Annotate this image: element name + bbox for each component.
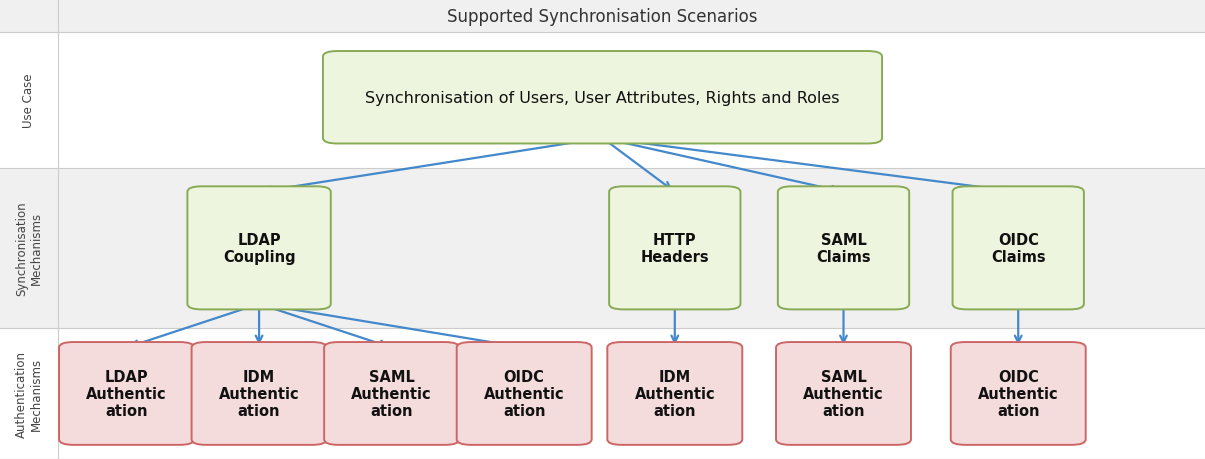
Text: SAML
Claims: SAML Claims xyxy=(816,232,871,264)
Text: OIDC
Authentic
ation: OIDC Authentic ation xyxy=(978,369,1058,419)
FancyBboxPatch shape xyxy=(0,0,1205,33)
FancyBboxPatch shape xyxy=(192,342,327,445)
Text: SAML
Authentic
ation: SAML Authentic ation xyxy=(352,369,431,419)
FancyBboxPatch shape xyxy=(187,187,330,310)
Text: IDM
Authentic
ation: IDM Authentic ation xyxy=(635,369,715,419)
FancyBboxPatch shape xyxy=(607,342,742,445)
FancyBboxPatch shape xyxy=(776,342,911,445)
Text: Synchronisation
Mechanisms: Synchronisation Mechanisms xyxy=(14,201,43,296)
Text: HTTP
Headers: HTTP Headers xyxy=(641,232,709,264)
Text: LDAP
Authentic
ation: LDAP Authentic ation xyxy=(87,369,166,419)
FancyBboxPatch shape xyxy=(324,342,459,445)
Text: SAML
Authentic
ation: SAML Authentic ation xyxy=(804,369,883,419)
Text: IDM
Authentic
ation: IDM Authentic ation xyxy=(219,369,299,419)
FancyBboxPatch shape xyxy=(0,168,1205,328)
FancyBboxPatch shape xyxy=(951,342,1086,445)
Text: Authentication
Mechanisms: Authentication Mechanisms xyxy=(14,350,43,437)
FancyBboxPatch shape xyxy=(457,342,592,445)
FancyBboxPatch shape xyxy=(0,33,1205,168)
Text: Supported Synchronisation Scenarios: Supported Synchronisation Scenarios xyxy=(447,7,758,26)
FancyBboxPatch shape xyxy=(323,52,882,144)
Text: LDAP
Coupling: LDAP Coupling xyxy=(223,232,295,264)
FancyBboxPatch shape xyxy=(0,328,1205,459)
Text: OIDC
Authentic
ation: OIDC Authentic ation xyxy=(484,369,564,419)
FancyBboxPatch shape xyxy=(59,342,194,445)
Text: OIDC
Claims: OIDC Claims xyxy=(991,232,1046,264)
Text: Use Case: Use Case xyxy=(23,73,35,128)
FancyBboxPatch shape xyxy=(952,187,1084,310)
Text: Synchronisation of Users, User Attributes, Rights and Roles: Synchronisation of Users, User Attribute… xyxy=(365,90,840,106)
FancyBboxPatch shape xyxy=(778,187,909,310)
FancyBboxPatch shape xyxy=(610,187,740,310)
